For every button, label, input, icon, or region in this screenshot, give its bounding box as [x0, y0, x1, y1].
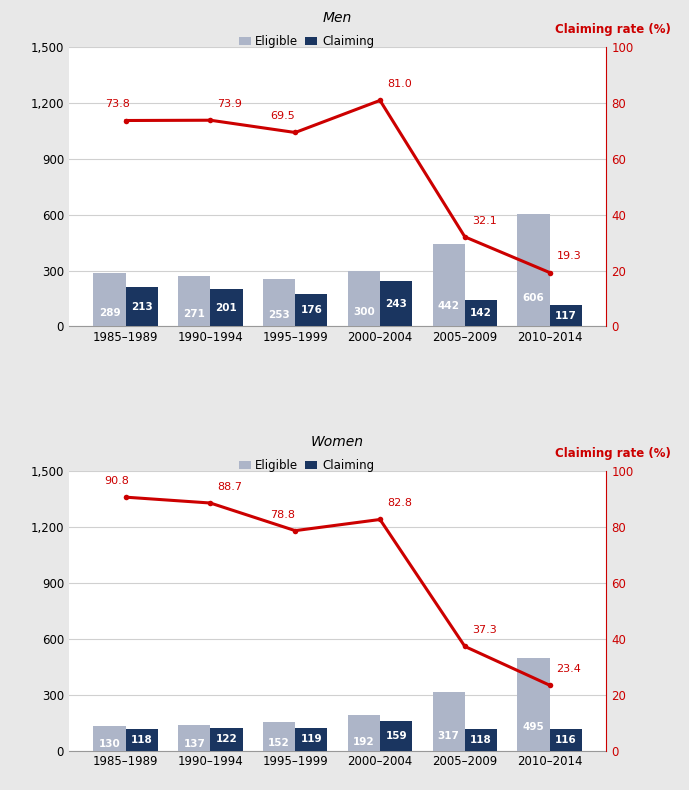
Bar [380, 721, 412, 750]
Bar [517, 213, 550, 326]
Text: 23.4: 23.4 [557, 664, 582, 674]
Text: 289: 289 [99, 308, 121, 318]
Text: 19.3: 19.3 [557, 251, 582, 261]
Legend: Eligible, Claiming: Eligible, Claiming [238, 459, 374, 472]
Bar [348, 715, 380, 750]
Bar [178, 276, 210, 326]
Text: 142: 142 [470, 308, 492, 318]
Bar [465, 728, 497, 750]
Text: 118: 118 [131, 735, 152, 744]
Bar [380, 281, 412, 326]
Bar [93, 273, 125, 326]
Text: 606: 606 [523, 293, 544, 303]
Bar [550, 305, 582, 326]
Text: 213: 213 [131, 302, 152, 311]
Text: Claiming rate (%): Claiming rate (%) [555, 447, 671, 461]
Bar [465, 300, 497, 326]
Text: 90.8: 90.8 [105, 476, 130, 486]
Bar [433, 691, 465, 750]
Text: 495: 495 [523, 723, 544, 732]
Bar [295, 294, 327, 326]
Bar [178, 725, 210, 750]
Text: 69.5: 69.5 [270, 111, 295, 122]
Text: 37.3: 37.3 [472, 626, 497, 635]
Bar [348, 271, 380, 326]
Text: Claiming rate (%): Claiming rate (%) [555, 23, 671, 36]
Bar [210, 289, 243, 326]
Bar [517, 658, 550, 750]
Bar [295, 728, 327, 750]
Text: 81.0: 81.0 [387, 79, 412, 89]
Text: 176: 176 [300, 305, 322, 315]
Title: Women: Women [311, 435, 364, 450]
Text: 78.8: 78.8 [270, 510, 295, 520]
Text: 271: 271 [183, 309, 205, 319]
Text: 82.8: 82.8 [387, 498, 412, 509]
Text: 243: 243 [385, 299, 407, 309]
Bar [125, 728, 158, 750]
Text: 130: 130 [99, 739, 121, 750]
Bar [550, 729, 582, 750]
Text: 201: 201 [216, 303, 238, 313]
Title: Men: Men [323, 11, 352, 25]
Text: 317: 317 [438, 731, 460, 741]
Text: 118: 118 [470, 735, 492, 744]
Text: 117: 117 [555, 310, 577, 321]
Bar [433, 244, 465, 326]
Text: 73.9: 73.9 [217, 99, 243, 109]
Text: 116: 116 [555, 735, 577, 745]
Text: 122: 122 [216, 734, 238, 744]
Text: 152: 152 [268, 739, 290, 748]
Text: 300: 300 [353, 307, 375, 318]
Text: 119: 119 [300, 735, 322, 744]
Text: 192: 192 [353, 736, 375, 747]
Bar [263, 280, 295, 326]
Text: 159: 159 [385, 731, 407, 741]
Text: 88.7: 88.7 [217, 482, 243, 492]
Bar [93, 726, 125, 750]
Bar [125, 287, 158, 326]
Text: 32.1: 32.1 [472, 216, 497, 226]
Text: 137: 137 [183, 739, 205, 749]
Legend: Eligible, Claiming: Eligible, Claiming [238, 36, 374, 48]
Text: 442: 442 [438, 301, 460, 310]
Text: 73.8: 73.8 [105, 100, 130, 109]
Bar [210, 728, 243, 750]
Text: 253: 253 [268, 310, 290, 320]
Bar [263, 722, 295, 750]
